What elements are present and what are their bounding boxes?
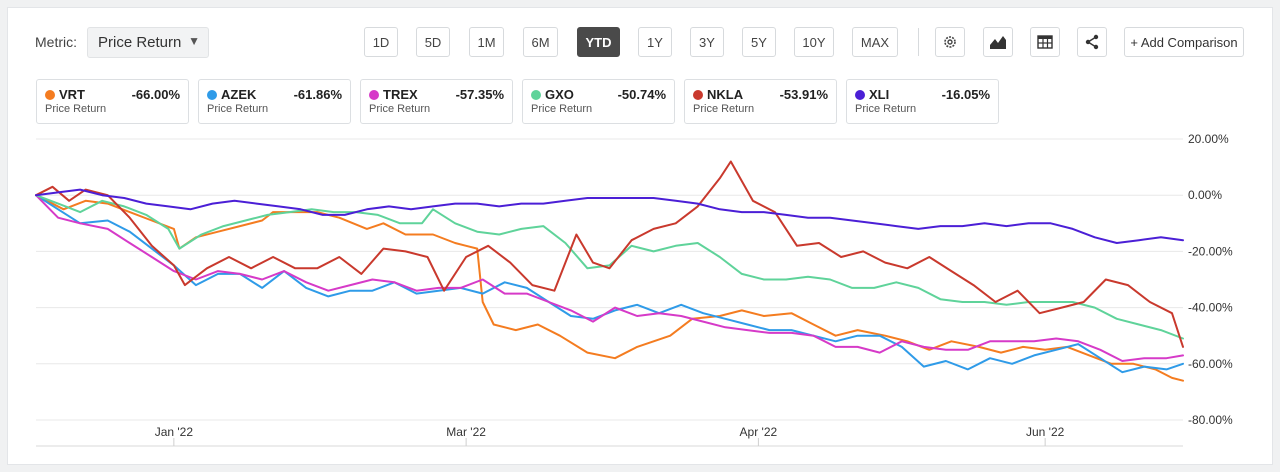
legend-card-azek[interactable]: AZEK -61.86% Price Return xyxy=(198,79,351,124)
chart-gridlines xyxy=(36,138,1183,421)
series-line-azek[interactable] xyxy=(35,194,1184,374)
card-subtitle: Price Return xyxy=(531,103,593,115)
legend-card-trex[interactable]: TREX -57.35% Price Return xyxy=(360,79,513,124)
card-ticker: GXO xyxy=(545,87,574,102)
y-axis: 20.00% 0.00% -20.00% -40.00% -60.00% -80.00% xyxy=(1188,132,1233,427)
period-button-1y[interactable]: 1Y xyxy=(638,27,672,57)
card-ticker: XLI xyxy=(869,87,890,102)
x-tick-label: Mar '22 xyxy=(446,425,486,439)
metric-select[interactable]: Price Return ▼ xyxy=(87,27,209,58)
card-ticker: AZEK xyxy=(221,87,257,102)
settings-button[interactable] xyxy=(935,27,965,57)
card-value: -53.91% xyxy=(779,87,828,102)
share-button[interactable] xyxy=(1077,27,1107,57)
period-button-5y[interactable]: 5Y xyxy=(742,27,776,57)
y-tick-label: 0.00% xyxy=(1188,188,1222,202)
card-value: -16.05% xyxy=(941,87,990,102)
card-value: -61.86% xyxy=(293,87,342,102)
y-tick-label: -60.00% xyxy=(1188,357,1233,371)
x-tick-label: Jan '22 xyxy=(155,425,194,439)
period-button-1d[interactable]: 1D xyxy=(364,27,398,57)
table-icon xyxy=(1037,35,1053,49)
card-ticker: VRT xyxy=(59,87,85,102)
series-line-gxo[interactable] xyxy=(35,194,1184,340)
period-button-max[interactable]: MAX xyxy=(852,27,898,57)
table-view-button[interactable] xyxy=(1030,27,1060,57)
series-line-nkla[interactable] xyxy=(35,160,1184,348)
card-ticker: TREX xyxy=(383,87,418,102)
period-button-6m[interactable]: 6M xyxy=(523,27,558,57)
period-button-ytd[interactable]: YTD xyxy=(577,27,620,57)
period-button-5d[interactable]: 5D xyxy=(416,27,450,57)
series-line-trex[interactable] xyxy=(35,194,1184,362)
x-tick-label: Apr '22 xyxy=(740,425,778,439)
legend-card-vrt[interactable]: VRT -66.00% Price Return xyxy=(36,79,189,124)
y-tick-label: -40.00% xyxy=(1188,301,1233,315)
card-subtitle: Price Return xyxy=(369,103,431,115)
share-icon xyxy=(1085,34,1099,50)
series-dot-icon xyxy=(855,90,865,100)
add-comparison-button[interactable]: + Add Comparison xyxy=(1124,27,1244,57)
card-subtitle: Price Return xyxy=(207,103,269,115)
series-dot-icon xyxy=(45,90,55,100)
card-subtitle: Price Return xyxy=(45,103,107,115)
period-button-10y[interactable]: 10Y xyxy=(794,27,834,57)
x-tick-label: Jun '22 xyxy=(1026,425,1065,439)
chart-series xyxy=(35,160,1184,382)
card-subtitle: Price Return xyxy=(693,103,755,115)
period-button-3y[interactable]: 3Y xyxy=(690,27,724,57)
card-subtitle: Price Return xyxy=(855,103,917,115)
chart-type-button[interactable] xyxy=(983,27,1013,57)
series-dot-icon xyxy=(207,90,217,100)
series-line-vrt[interactable] xyxy=(35,194,1184,382)
card-value: -57.35% xyxy=(455,87,504,102)
card-value: -50.74% xyxy=(617,87,666,102)
y-tick-label: -20.00% xyxy=(1188,244,1233,258)
series-dot-icon xyxy=(531,90,541,100)
period-button-1m[interactable]: 1M xyxy=(469,27,504,57)
mountain-chart-icon xyxy=(990,36,1006,49)
series-line-xli[interactable] xyxy=(35,188,1184,244)
y-tick-label: 20.00% xyxy=(1188,132,1229,146)
gear-icon xyxy=(944,36,956,48)
series-dot-icon xyxy=(693,90,703,100)
legend-card-xli[interactable]: XLI -16.05% Price Return xyxy=(846,79,999,124)
metric-label: Metric: xyxy=(35,34,77,50)
x-axis: Jan '22 Mar '22 Apr '22 Jun '22 xyxy=(36,425,1183,447)
card-ticker: NKLA xyxy=(707,87,744,102)
y-tick-label: -80.00% xyxy=(1188,413,1233,427)
legend-card-gxo[interactable]: GXO -50.74% Price Return xyxy=(522,79,675,124)
toolbar-divider xyxy=(918,28,919,56)
caret-down-icon: ▼ xyxy=(188,34,200,48)
series-dot-icon xyxy=(369,90,379,100)
card-value: -66.00% xyxy=(131,87,180,102)
metric-select-value: Price Return xyxy=(98,34,182,51)
legend-card-nkla[interactable]: NKLA -53.91% Price Return xyxy=(684,79,837,124)
